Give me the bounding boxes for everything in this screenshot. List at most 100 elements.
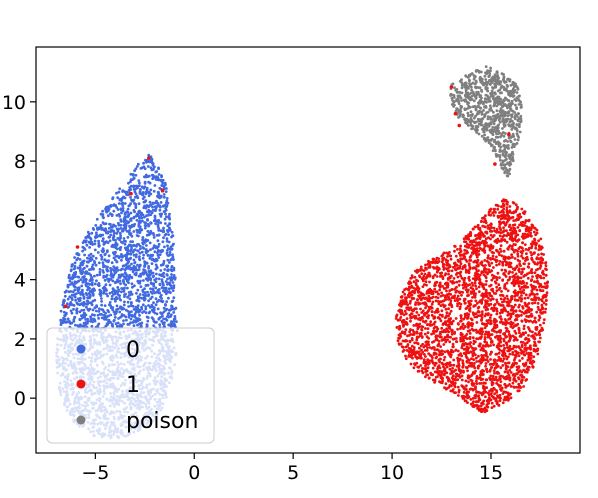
data-point [464, 268, 468, 272]
data-point [527, 306, 531, 309]
data-point [529, 234, 532, 238]
data-point [487, 318, 491, 322]
data-point [147, 265, 151, 268]
data-point [489, 374, 493, 378]
data-point [527, 265, 531, 269]
data-point [115, 260, 119, 264]
data-point [427, 352, 431, 356]
data-point [517, 326, 521, 330]
data-point [454, 317, 458, 320]
data-point [460, 378, 464, 382]
data-point [119, 282, 122, 286]
data-point [407, 295, 411, 299]
data-point [127, 312, 131, 316]
data-point [157, 256, 161, 259]
data-point [112, 319, 116, 323]
data-point [501, 216, 505, 220]
data-point [153, 201, 157, 205]
data-point [72, 304, 76, 307]
data-point [86, 288, 89, 292]
data-point [93, 242, 97, 246]
data-point [151, 308, 154, 312]
data-point [502, 226, 505, 230]
data-point [105, 322, 109, 326]
data-point [153, 218, 157, 222]
data-point [487, 335, 491, 339]
data-point [108, 235, 112, 239]
data-point [430, 302, 434, 306]
data-point [496, 207, 500, 211]
data-point [149, 188, 153, 192]
data-point [448, 340, 452, 344]
data-point [108, 301, 112, 304]
data-point [112, 269, 116, 273]
data-point [111, 308, 114, 312]
data-point [488, 248, 492, 252]
data-point [72, 307, 75, 311]
data-point [168, 222, 172, 225]
data-point [136, 162, 140, 166]
data-point [538, 288, 542, 292]
data-point [149, 213, 153, 217]
data-point [501, 359, 505, 363]
data-point [160, 312, 164, 316]
data-point [499, 366, 503, 370]
data-point [456, 327, 459, 331]
data-point [512, 344, 516, 348]
data-point [463, 252, 466, 256]
data-point [497, 372, 501, 375]
data-point [505, 240, 509, 244]
data-point [430, 292, 433, 295]
data-point [542, 318, 546, 321]
data-point [163, 181, 167, 185]
data-point [173, 277, 177, 281]
data-point [488, 398, 491, 402]
data-point [144, 238, 148, 242]
data-point [155, 312, 159, 316]
data-point [152, 282, 156, 286]
data-point [490, 401, 494, 405]
data-point [109, 269, 113, 273]
data-point [507, 255, 510, 259]
data-point [497, 283, 501, 287]
data-point [106, 241, 110, 245]
data-point [127, 305, 130, 308]
data-point [500, 268, 504, 272]
data-point [157, 173, 161, 176]
data-point [545, 268, 548, 271]
data-point [111, 322, 114, 326]
data-point [100, 300, 103, 303]
data-point [100, 257, 104, 261]
data-point [495, 330, 499, 334]
data-point [498, 211, 501, 215]
data-point [104, 288, 108, 291]
data-point [473, 281, 477, 285]
data-point [448, 352, 451, 356]
data-point [504, 391, 508, 394]
data-point [430, 332, 433, 336]
data-point [172, 296, 176, 299]
data-point [412, 366, 416, 370]
data-point [116, 254, 119, 258]
data-point [465, 333, 469, 336]
data-point [491, 389, 494, 393]
data-point [460, 354, 463, 358]
data-point [484, 214, 487, 218]
data-point [89, 259, 92, 262]
data-point [126, 214, 130, 218]
data-point [409, 299, 412, 303]
data-point [450, 288, 454, 291]
data-point [486, 254, 490, 257]
data-point [164, 190, 168, 194]
data-point [157, 221, 160, 224]
data-point [165, 199, 169, 203]
data-point [544, 299, 548, 302]
data-point [126, 300, 130, 304]
data-point [108, 277, 112, 281]
data-point [132, 177, 136, 180]
data-point [531, 275, 534, 278]
data-point [128, 297, 132, 301]
data-point [129, 317, 133, 321]
data-point [503, 296, 507, 300]
data-point [412, 280, 416, 284]
